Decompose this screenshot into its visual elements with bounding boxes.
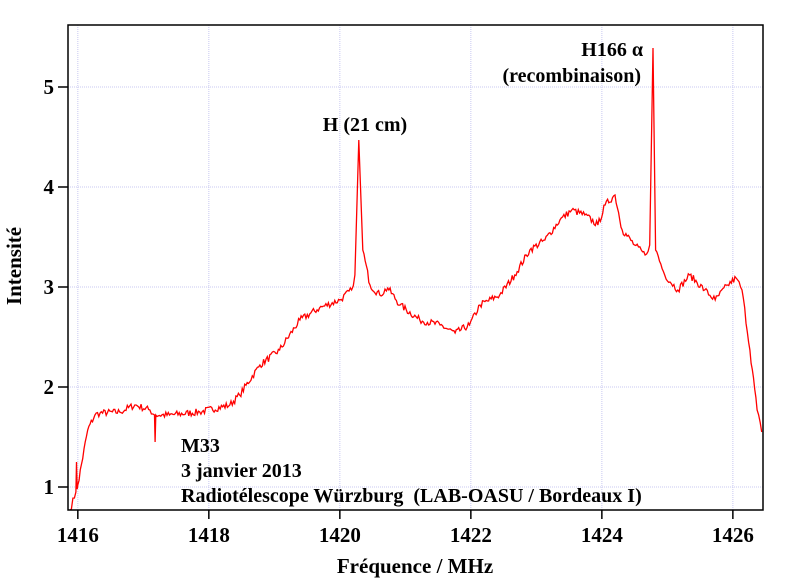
x-tick-label: 1416 [57,523,99,547]
tick-labels: 1416 1418 1420 1422 1424 1426 1 2 3 4 5 [44,75,754,547]
x-tick-label: 1424 [581,523,624,547]
grid [68,25,763,510]
y-tick-label: 1 [44,475,55,499]
y-tick-label: 3 [44,275,55,299]
x-tick-label: 1418 [188,523,230,547]
x-axis-label: Fréquence / MHz [337,554,493,578]
spectrum-line [69,47,763,511]
x-tick-label: 1420 [319,523,361,547]
y-tick-label: 2 [44,375,55,399]
y-axis-label: Intensité [2,227,26,305]
ticks [58,86,734,519]
plot-frame [67,24,764,511]
annotation-h166: H166 α [581,39,643,61]
annotation-date: 3 janvier 2013 [181,460,302,482]
y-tick-label: 4 [44,175,55,199]
annotation-h21: H (21 cm) [323,114,407,136]
x-tick-label: 1422 [450,523,492,547]
annotation-recombinaison: (recombinaison) [502,65,641,87]
annotation-instrument: Radiotélescope Würzburg (LAB-OASU / Bord… [181,485,642,507]
x-tick-label: 1426 [712,523,754,547]
y-tick-label: 5 [44,75,55,99]
annotation-object: M33 [181,435,220,457]
